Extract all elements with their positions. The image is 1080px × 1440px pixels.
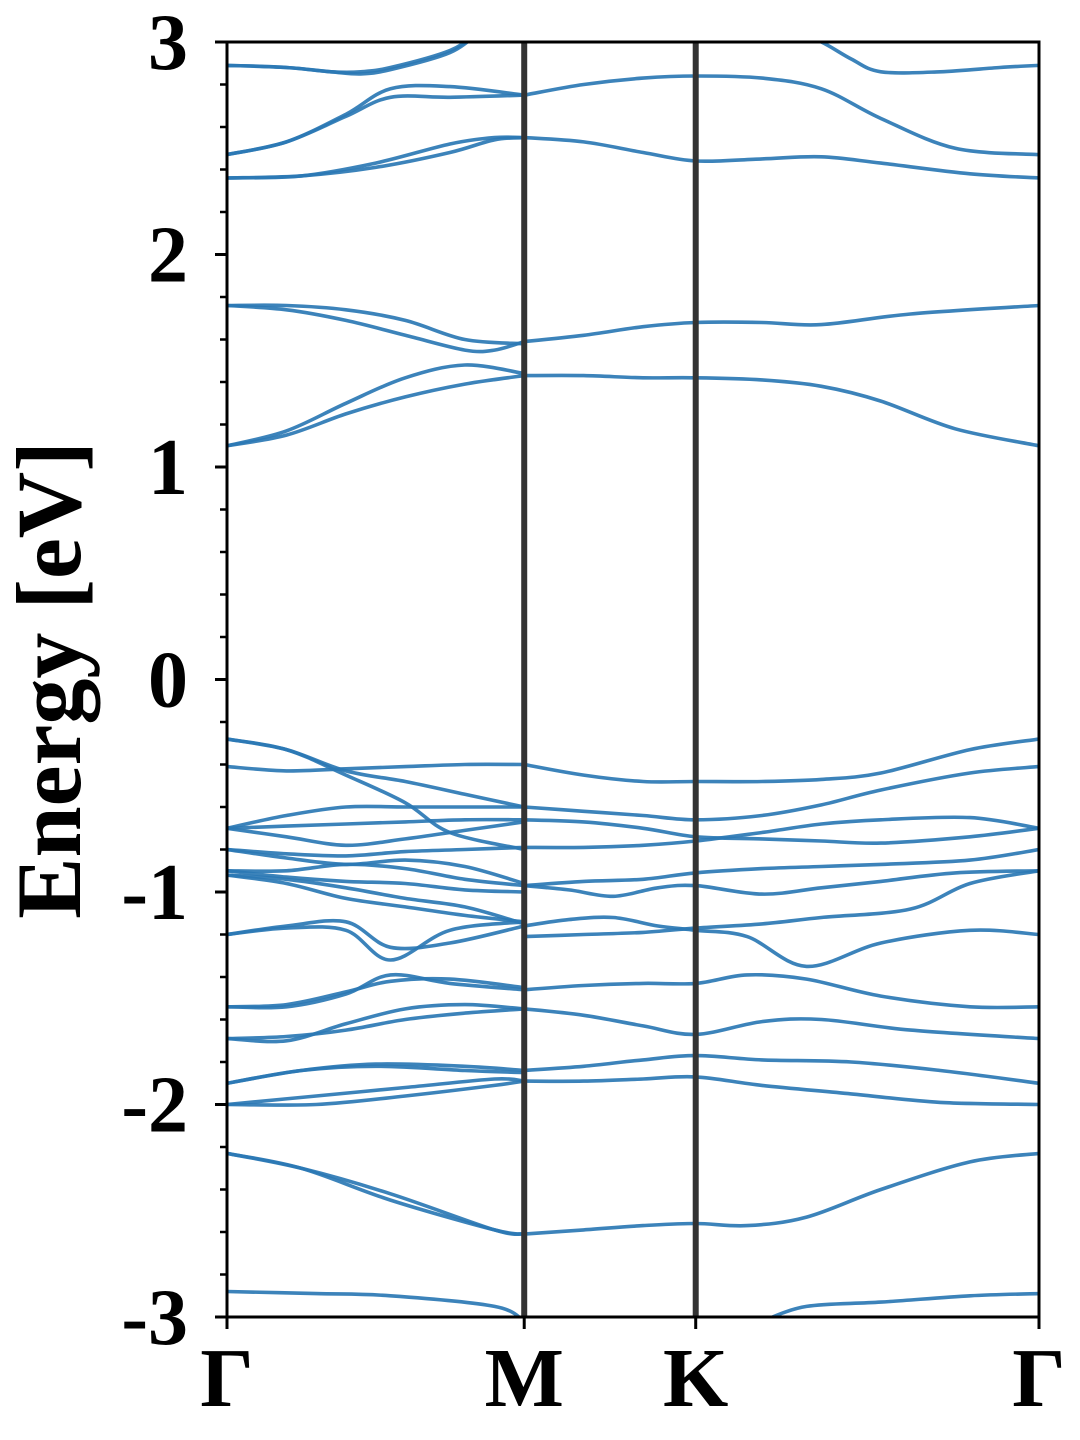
band-33 [227,804,526,831]
band-40 [227,373,526,448]
y-tick-label: 3 [148,0,188,87]
band-41 [227,363,526,448]
band-51 [522,74,1039,157]
band-43 [227,303,526,346]
band-31 [227,820,526,848]
band-42 [522,373,1039,448]
band-20 [522,915,1039,969]
band-11 [522,1053,1039,1086]
y-tick-label: -2 [121,1062,188,1150]
y-tick-label: -3 [121,1274,188,1362]
band-2 [767,1291,1039,1317]
y-tick-label: 0 [148,637,188,725]
band-15 [227,972,526,1010]
band-37 [227,737,526,809]
band-21 [522,869,1039,939]
band-44 [227,303,526,354]
high-symmetry-lines [521,42,699,1317]
band-26 [522,869,1039,899]
band-45 [522,303,1039,344]
band-35 [522,764,1039,822]
y-ticks: 3 2 1 0 -1 -2 -3 [121,0,227,1362]
band-24 [227,869,526,894]
band-29 [227,845,526,858]
band-17 [522,972,1039,1010]
band-3 [227,1151,526,1236]
band-7 [227,1076,526,1107]
band-39 [522,737,1039,784]
band-lines [227,42,1039,1317]
plot-frame [225,40,1041,1319]
band-1 [227,1289,522,1317]
y-tick-label: -1 [121,849,188,937]
x-tick-label: Γ [200,1332,253,1425]
x-tick-label: Γ [1012,1332,1065,1425]
y-tick-label: 1 [148,424,188,512]
band-4 [227,1151,526,1237]
band-46 [227,135,526,180]
band-13 [227,1002,526,1044]
band-23 [227,873,526,926]
y-tick-label: 2 [148,212,188,300]
band-34 [522,818,1039,846]
band-10 [227,1064,526,1086]
band-28 [227,847,526,886]
band-48 [522,135,1039,180]
x-tick-label: M [485,1332,564,1425]
band-25 [227,862,526,888]
band-47 [227,135,526,180]
band-12 [227,1007,526,1041]
band-27 [522,847,1039,888]
band-14 [522,1007,1039,1041]
band-6 [227,1079,526,1107]
band-38 [227,762,526,773]
x-tick-label: K [663,1332,728,1425]
band-8 [522,1074,1039,1107]
y-axis-label: Energy [eV] [0,441,100,919]
band-19 [227,920,526,962]
band-30 [522,815,1039,850]
band-32 [227,817,526,831]
band-22 [227,873,526,924]
band-50 [227,83,526,157]
band-18 [227,918,526,951]
band-5 [522,1151,1039,1236]
band-16 [227,976,526,1009]
band-53 [227,42,469,75]
band-54 [816,42,1039,75]
